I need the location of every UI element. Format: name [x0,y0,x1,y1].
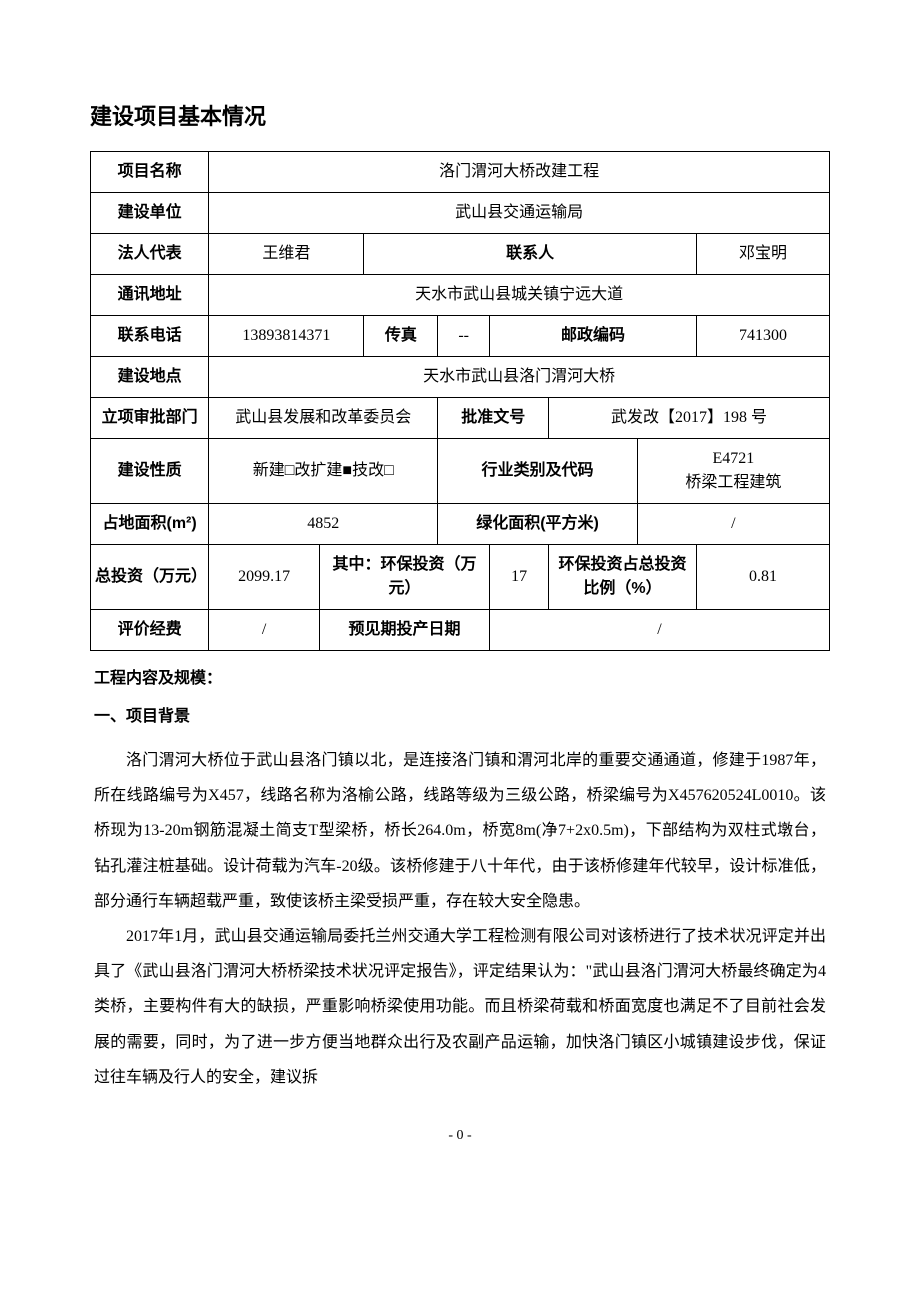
table-row: 占地面积(m²) 4852 绿化面积(平方米) / [91,504,830,545]
table-row: 总投资（万元） 2099.17 其中：环保投资（万元） 17 环保投资占总投资比… [91,545,830,610]
table-row: 项目名称 洛门渭河大桥改建工程 [91,152,830,193]
value-eval-cost: / [209,610,320,651]
label-address: 通讯地址 [91,275,209,316]
label-industry: 行业类别及代码 [438,439,638,504]
subsection-header: 一、项目背景 [94,705,826,729]
value-nature: 新建□改扩建■技改□ [209,439,438,504]
table-row: 建设单位 武山县交通运输局 [91,193,830,234]
value-approval-no: 武发改【2017】198 号 [549,398,830,439]
label-env-ratio: 环保投资占总投资比例（%） [549,545,697,610]
table-row: 评价经费 / 预见期投产日期 / [91,610,830,651]
value-address: 天水市武山县城关镇宁远大道 [209,275,830,316]
value-contact-person: 邓宝明 [696,234,829,275]
value-green-area: / [637,504,829,545]
label-env-invest: 其中：环保投资（万元） [320,545,490,610]
table-row: 建设地点 天水市武山县洛门渭河大桥 [91,357,830,398]
paragraph-1: 洛门渭河大桥位于武山县洛门镇以北，是连接洛门镇和渭河北岸的重要交通通道，修建于1… [94,743,826,919]
value-industry: E4721 桥梁工程建筑 [637,439,829,504]
label-approval-no: 批准文号 [438,398,549,439]
value-project-name: 洛门渭河大桥改建工程 [209,152,830,193]
page-number: - 0 - [90,1125,830,1146]
label-contact-person: 联系人 [364,234,697,275]
paragraph-2: 2017年1月，武山县交通运输局委托兰州交通大学工程检测有限公司对该桥进行了技术… [94,919,826,1095]
info-table: 项目名称 洛门渭河大桥改建工程 建设单位 武山县交通运输局 法人代表 王维君 联… [90,151,830,651]
value-phone: 13893814371 [209,316,364,357]
value-postal: 741300 [696,316,829,357]
label-eval-cost: 评价经费 [91,610,209,651]
value-land-area: 4852 [209,504,438,545]
document-title: 建设项目基本情况 [90,100,830,133]
value-prod-date: / [490,610,830,651]
value-construction-unit: 武山县交通运输局 [209,193,830,234]
label-fax: 传真 [364,316,438,357]
label-construction-unit: 建设单位 [91,193,209,234]
section-header: 工程内容及规模： [94,667,826,691]
table-row: 建设性质 新建□改扩建■技改□ 行业类别及代码 E4721 桥梁工程建筑 [91,439,830,504]
label-phone: 联系电话 [91,316,209,357]
value-fax: -- [438,316,490,357]
value-env-ratio: 0.81 [696,545,829,610]
label-nature: 建设性质 [91,439,209,504]
table-row: 联系电话 13893814371 传真 -- 邮政编码 741300 [91,316,830,357]
label-green-area: 绿化面积(平方米) [438,504,638,545]
label-legal-rep: 法人代表 [91,234,209,275]
value-location: 天水市武山县洛门渭河大桥 [209,357,830,398]
label-project-name: 项目名称 [91,152,209,193]
table-row: 法人代表 王维君 联系人 邓宝明 [91,234,830,275]
value-approval-dept: 武山县发展和改革委员会 [209,398,438,439]
label-total-invest: 总投资（万元） [91,545,209,610]
label-prod-date: 预见期投产日期 [320,610,490,651]
label-location: 建设地点 [91,357,209,398]
value-env-invest: 17 [490,545,549,610]
label-postal: 邮政编码 [490,316,697,357]
table-row: 立项审批部门 武山县发展和改革委员会 批准文号 武发改【2017】198 号 [91,398,830,439]
table-row: 通讯地址 天水市武山县城关镇宁远大道 [91,275,830,316]
label-approval-dept: 立项审批部门 [91,398,209,439]
value-legal-rep: 王维君 [209,234,364,275]
label-land-area: 占地面积(m²) [91,504,209,545]
value-total-invest: 2099.17 [209,545,320,610]
content-section: 工程内容及规模： 一、项目背景 洛门渭河大桥位于武山县洛门镇以北，是连接洛门镇和… [90,667,830,1095]
